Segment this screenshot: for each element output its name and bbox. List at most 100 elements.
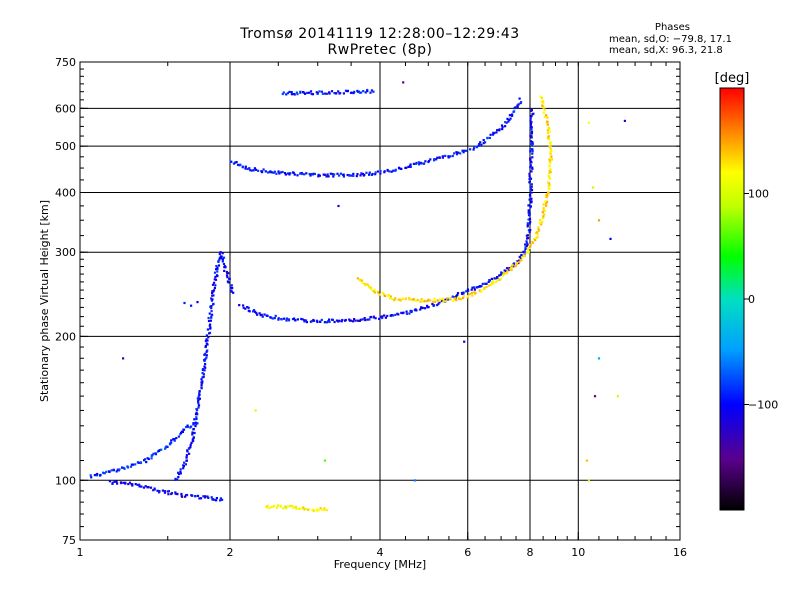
data-point [273,317,276,320]
data-point [432,304,435,307]
data-point [504,121,507,124]
data-point [291,504,294,508]
data-point [616,395,619,398]
data-point [433,159,436,162]
data-point [248,167,251,170]
data-point [213,498,216,501]
data-point [547,192,550,195]
data-point [176,493,179,496]
data-point [547,191,550,194]
data-point [526,225,529,228]
data-point [483,286,486,289]
data-point [190,304,193,307]
data-point [398,167,401,170]
data-point [529,245,532,248]
data-point [198,497,201,500]
data-point [309,174,312,177]
data-point [471,286,474,289]
data-point [500,124,504,127]
data-point [363,283,366,286]
data-point [206,495,209,498]
data-point [541,211,544,214]
data-point [465,149,468,152]
data-point [489,283,492,286]
data-point [206,328,209,331]
data-point [142,486,146,489]
data-point [169,443,172,446]
data-point [317,173,320,176]
data-point [530,115,533,118]
data-point [242,306,245,309]
data-point [230,284,233,287]
data-point [266,504,269,507]
data-point [300,317,303,321]
data-point [544,209,547,212]
data-point [289,172,292,175]
data-point [549,152,552,155]
data-point [528,198,531,201]
data-point [203,358,206,362]
data-point [214,275,217,278]
data-point [116,482,119,485]
data-point [483,287,486,291]
data-point [534,237,538,240]
data-point [498,128,501,131]
data-point [213,281,216,284]
data-point [310,92,313,96]
data-point [489,133,492,136]
y-tick-label: 200 [55,330,76,343]
data-point [496,279,499,282]
data-point [272,171,275,174]
data-point [359,318,362,321]
data-point [305,321,308,324]
data-point [217,260,220,263]
data-point [215,265,218,268]
data-point [197,395,200,398]
data-point [394,313,397,316]
data-point [281,170,284,174]
data-point [415,309,418,312]
data-point [521,256,524,259]
data-point [112,469,115,472]
data-point [444,298,447,301]
data-point [241,166,244,169]
data-point [543,108,546,111]
data-point [525,244,528,247]
data-point [516,261,519,264]
data-point [342,175,345,178]
data-point [369,91,372,94]
data-point [527,209,530,212]
data-point [360,91,363,94]
data-point [276,504,279,507]
data-point [323,507,326,510]
data-point [221,258,224,261]
data-point [472,148,475,151]
data-point [126,466,130,469]
data-point [529,150,532,153]
data-point [185,425,188,429]
data-point [224,266,227,269]
data-point [207,316,210,320]
y-tick-label: 100 [55,474,76,487]
data-point [410,310,413,313]
data-point [462,151,465,154]
data-point [368,318,371,321]
data-point [301,172,304,176]
data-point [542,101,545,104]
data-point [326,173,329,176]
data-point [518,255,521,258]
data-point [115,480,118,483]
data-point [548,158,551,161]
data-point [480,289,483,292]
data-point [170,439,173,442]
data-point [358,91,361,94]
data-point [414,299,418,302]
data-point [121,466,124,469]
data-point [225,274,229,277]
data-point [219,256,223,259]
data-point [180,431,183,434]
data-point [511,265,514,268]
data-point [209,323,212,326]
data-point [312,172,315,175]
data-point [524,246,527,249]
